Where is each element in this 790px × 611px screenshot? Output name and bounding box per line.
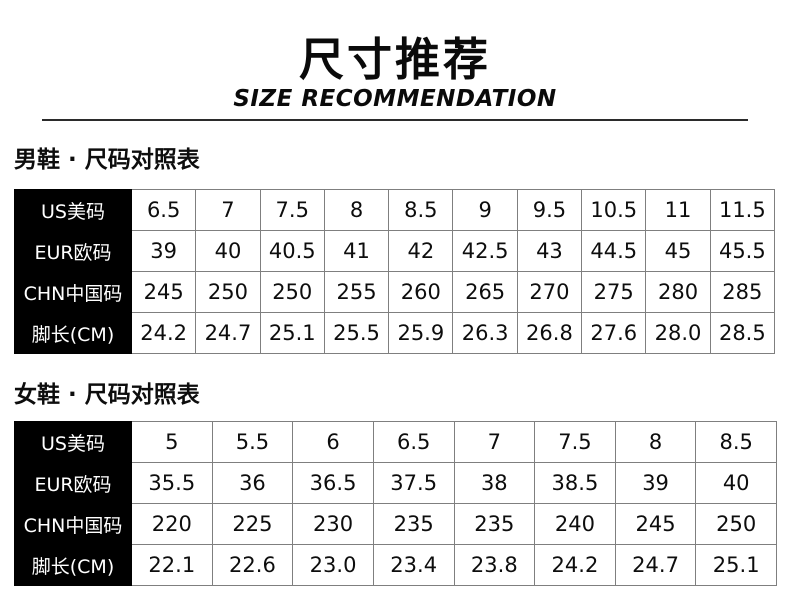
size-value-cell: 45.5 xyxy=(709,230,776,273)
size-value-cell: 235 xyxy=(453,503,536,546)
size-value-cell: 8 xyxy=(614,421,697,464)
size-value-cell: 25.1 xyxy=(259,312,325,355)
size-value-cell: 265 xyxy=(452,271,518,314)
row-header-cell: US美码 xyxy=(14,189,132,232)
size-value-cell: 10.5 xyxy=(581,189,647,232)
men-section-heading: 男鞋 · 尺码对照表 xyxy=(14,146,200,173)
row-header-cell: US美码 xyxy=(14,421,132,464)
table-row: US美码 6.5 7 7.5 8 8.5 9 9.5 10.5 11 11.5 xyxy=(14,189,776,232)
size-value-cell: 250 xyxy=(195,271,261,314)
size-value-cell: 285 xyxy=(709,271,776,314)
size-value-cell: 36 xyxy=(211,462,294,505)
page-header: 尺寸推荐 SIZE RECOMMENDATION xyxy=(0,34,790,121)
size-value-cell: 25.9 xyxy=(388,312,454,355)
size-value-cell: 280 xyxy=(645,271,711,314)
size-value-cell: 6.5 xyxy=(130,189,197,232)
size-value-cell: 7 xyxy=(453,421,536,464)
row-header-cell: 脚长(CM) xyxy=(14,544,132,587)
row-header-cell: CHN中国码 xyxy=(14,271,132,314)
size-value-cell: 28.0 xyxy=(645,312,711,355)
size-value-cell: 36.5 xyxy=(292,462,374,505)
size-value-cell: 42 xyxy=(388,230,454,273)
size-value-cell: 7 xyxy=(195,189,261,232)
size-value-cell: 260 xyxy=(388,271,454,314)
size-value-cell: 42.5 xyxy=(452,230,518,273)
size-value-cell: 23.0 xyxy=(292,544,374,587)
size-value-cell: 26.8 xyxy=(516,312,583,355)
table-row: EUR欧码 39 40 40.5 41 42 42.5 43 44.5 45 45.5 xyxy=(14,230,776,273)
size-value-cell: 23.8 xyxy=(453,544,536,587)
table-row: EUR欧码 35.5 36 36.5 37.5 38 38.5 39 40 xyxy=(14,462,777,505)
title-divider xyxy=(42,118,748,121)
women-section-heading: 女鞋 · 尺码对照表 xyxy=(14,382,200,409)
size-value-cell: 275 xyxy=(581,271,647,314)
size-value-cell: 22.1 xyxy=(131,544,213,587)
size-value-cell: 7.5 xyxy=(534,421,616,464)
row-header-cell: EUR欧码 xyxy=(14,462,132,505)
size-value-cell: 245 xyxy=(614,503,697,546)
size-value-cell: 250 xyxy=(259,271,325,314)
women-size-section: 女鞋 · 尺码对照表 US美码 5 5.5 6 6.5 7 7.5 8 8.5 EUR欧码 35.5… xyxy=(0,382,790,587)
size-value-cell: 9.5 xyxy=(516,189,583,232)
size-value-cell: 230 xyxy=(292,503,374,546)
size-value-cell: 235 xyxy=(372,503,455,546)
size-value-cell: 6 xyxy=(292,421,374,464)
size-value-cell: 225 xyxy=(211,503,294,546)
size-value-cell: 45 xyxy=(645,230,711,273)
size-value-cell: 250 xyxy=(695,503,777,546)
size-value-cell: 5 xyxy=(131,421,213,464)
size-value-cell: 9 xyxy=(452,189,518,232)
size-value-cell: 8 xyxy=(323,189,390,232)
size-value-cell: 25.5 xyxy=(323,312,390,355)
size-value-cell: 6.5 xyxy=(372,421,455,464)
size-value-cell: 23.4 xyxy=(372,544,455,587)
page-title: 尺寸推荐 xyxy=(298,33,491,86)
size-value-cell: 40 xyxy=(195,230,261,273)
size-value-cell: 8.5 xyxy=(695,421,777,464)
size-value-cell: 11.5 xyxy=(709,189,776,232)
size-value-cell: 39 xyxy=(614,462,697,505)
size-value-cell: 5.5 xyxy=(211,421,294,464)
size-value-cell: 220 xyxy=(131,503,213,546)
size-value-cell: 11 xyxy=(645,189,711,232)
size-value-cell: 44.5 xyxy=(581,230,647,273)
row-header-cell: EUR欧码 xyxy=(14,230,132,273)
size-value-cell: 37.5 xyxy=(372,462,455,505)
size-value-cell: 25.1 xyxy=(695,544,777,587)
row-header-cell: 脚长(CM) xyxy=(14,312,132,355)
size-value-cell: 41 xyxy=(323,230,390,273)
size-value-cell: 40 xyxy=(695,462,777,505)
size-value-cell: 245 xyxy=(130,271,197,314)
size-value-cell: 38.5 xyxy=(534,462,616,505)
size-value-cell: 270 xyxy=(516,271,583,314)
men-size-table: US美码 6.5 7 7.5 8 8.5 9 9.5 10.5 11 11.5 EUR欧码 39 40 40… xyxy=(14,189,776,355)
table-row: 脚长(CM) 24.2 24.7 25.1 25.5 25.9 26.3 26.8 27.6 28… xyxy=(14,312,776,355)
size-value-cell: 24.2 xyxy=(130,312,197,355)
table-row: US美码 5 5.5 6 6.5 7 7.5 8 8.5 xyxy=(14,421,777,464)
women-size-table: US美码 5 5.5 6 6.5 7 7.5 8 8.5 EUR欧码 35.5 36 36.5 37.5 3… xyxy=(14,421,777,587)
size-value-cell: 40.5 xyxy=(259,230,325,273)
size-value-cell: 24.2 xyxy=(534,544,616,587)
size-value-cell: 39 xyxy=(130,230,197,273)
size-value-cell: 24.7 xyxy=(195,312,261,355)
size-value-cell: 26.3 xyxy=(452,312,518,355)
size-value-cell: 38 xyxy=(453,462,536,505)
size-value-cell: 255 xyxy=(323,271,390,314)
size-value-cell: 27.6 xyxy=(581,312,647,355)
size-value-cell: 24.7 xyxy=(614,544,697,587)
size-value-cell: 43 xyxy=(516,230,583,273)
size-value-cell: 8.5 xyxy=(388,189,454,232)
table-row: CHN中国码 245 250 250 255 260 265 270 275 280 285 xyxy=(14,271,776,314)
table-row: CHN中国码 220 225 230 235 235 240 245 250 xyxy=(14,503,777,546)
size-value-cell: 240 xyxy=(534,503,616,546)
table-row: 脚长(CM) 22.1 22.6 23.0 23.4 23.8 24.2 24.7 25.1 xyxy=(14,544,777,587)
men-size-section: 男鞋 · 尺码对照表 US美码 6.5 7 7.5 8 8.5 9 9.5 10.5 11 11.5… xyxy=(0,146,790,355)
page-subtitle: SIZE RECOMMENDATION xyxy=(233,85,557,112)
size-value-cell: 22.6 xyxy=(211,544,294,587)
size-value-cell: 28.5 xyxy=(709,312,776,355)
size-value-cell: 35.5 xyxy=(131,462,213,505)
size-value-cell: 7.5 xyxy=(259,189,325,232)
row-header-cell: CHN中国码 xyxy=(14,503,132,546)
